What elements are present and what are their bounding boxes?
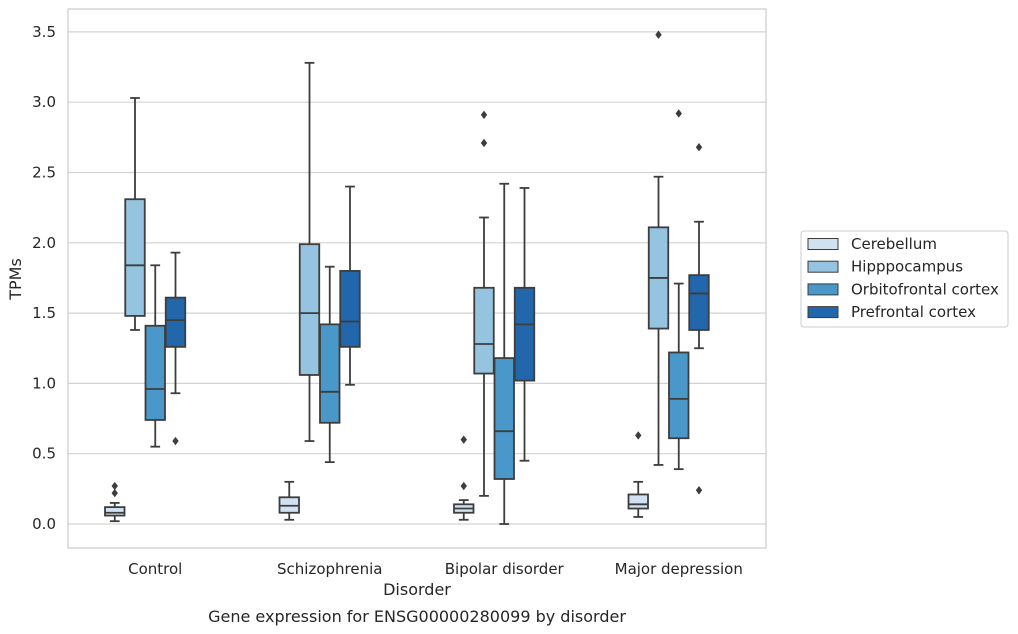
box-body (493, 357, 515, 480)
outlier-point (480, 138, 488, 148)
legend-item: Cerebellum (807, 235, 937, 253)
box-body (668, 351, 690, 440)
outlier-point (695, 486, 703, 495)
box-body (319, 323, 341, 424)
series-prefrontal-cortex (164, 142, 710, 495)
series-orbitofrontal-cortex (144, 109, 690, 525)
legend-item: Hipppocampus (807, 258, 963, 276)
legend-frame (800, 230, 1009, 328)
box (493, 182, 515, 525)
outlier-point (460, 435, 467, 444)
legend-swatch (807, 306, 839, 319)
y-axis-ticks: 0.0 0.5 1.0 1.5 2.0 2.5 3.0 3.5 (32, 23, 56, 533)
legend-swatch (807, 283, 839, 296)
outlier-point (655, 30, 662, 39)
box-body (339, 270, 361, 348)
box (513, 187, 536, 462)
box-body (144, 324, 166, 421)
figure-caption: Gene expression for ENSG00000280099 by d… (208, 607, 626, 626)
outlier-point (172, 436, 179, 446)
y-tick-label: 2.5 (32, 164, 56, 182)
box (453, 435, 475, 521)
series-cerebellum (104, 431, 649, 523)
box (339, 185, 361, 386)
outlier-point (635, 431, 642, 440)
legend-label: Orbitofrontal cortex (851, 280, 999, 298)
y-axis-label: TPMs (6, 258, 25, 301)
box (688, 142, 710, 495)
y-tick-label: 3.0 (32, 93, 56, 111)
box-plot-series (104, 30, 710, 525)
outlier-point (695, 142, 703, 152)
legend-label: Hipppocampus (851, 258, 963, 276)
x-axis-label: Disorder (383, 580, 451, 599)
y-tick-label: 3.5 (32, 23, 56, 41)
x-tick-label: Bipolar disorder (445, 560, 565, 578)
box-body (513, 286, 536, 382)
outlier-point (111, 481, 118, 491)
legend-swatch (807, 238, 839, 250)
box-body (104, 506, 126, 517)
outlier-point (675, 109, 682, 118)
box-body (124, 198, 146, 317)
x-tick-label: Control (128, 560, 182, 578)
box (144, 264, 166, 448)
y-tick-label: 2.0 (32, 234, 56, 252)
legend-label: Prefrontal cortex (851, 303, 976, 321)
box (473, 110, 495, 497)
y-tick-label: 0.5 (32, 445, 56, 463)
plot-frame (67, 8, 767, 549)
box (278, 480, 300, 521)
legend: Cerebellum Hipppocampus Orbitofrontal cort… (800, 230, 1009, 328)
box-body (688, 274, 710, 331)
box-body (164, 296, 187, 348)
box (124, 97, 146, 331)
outlier-point (111, 488, 118, 498)
box-body (298, 243, 321, 376)
box (668, 109, 690, 471)
x-tick-label: Major depression (615, 560, 743, 578)
box (647, 30, 670, 466)
outlier-point (480, 110, 488, 120)
y-tick-label: 1.0 (32, 374, 56, 392)
x-axis-ticks: Control Schizophrenia Bipolar disorder Majo… (128, 560, 743, 578)
legend-item: Orbitofrontal cortex (807, 280, 999, 298)
box (104, 481, 126, 523)
box-body (627, 493, 649, 510)
box (627, 431, 649, 518)
legend-label: Cerebellum (851, 235, 937, 253)
series-hipppocampus (124, 30, 670, 497)
box (319, 265, 341, 464)
y-tick-label: 0.0 (32, 515, 56, 533)
box-body (473, 286, 495, 375)
x-tick-label: Schizophrenia (277, 560, 382, 578)
legend-item: Prefrontal cortex (807, 303, 976, 321)
box (164, 251, 187, 446)
y-tick-label: 1.5 (32, 304, 56, 322)
box (298, 61, 321, 442)
legend-swatch (807, 260, 839, 273)
outlier-point (460, 481, 467, 491)
